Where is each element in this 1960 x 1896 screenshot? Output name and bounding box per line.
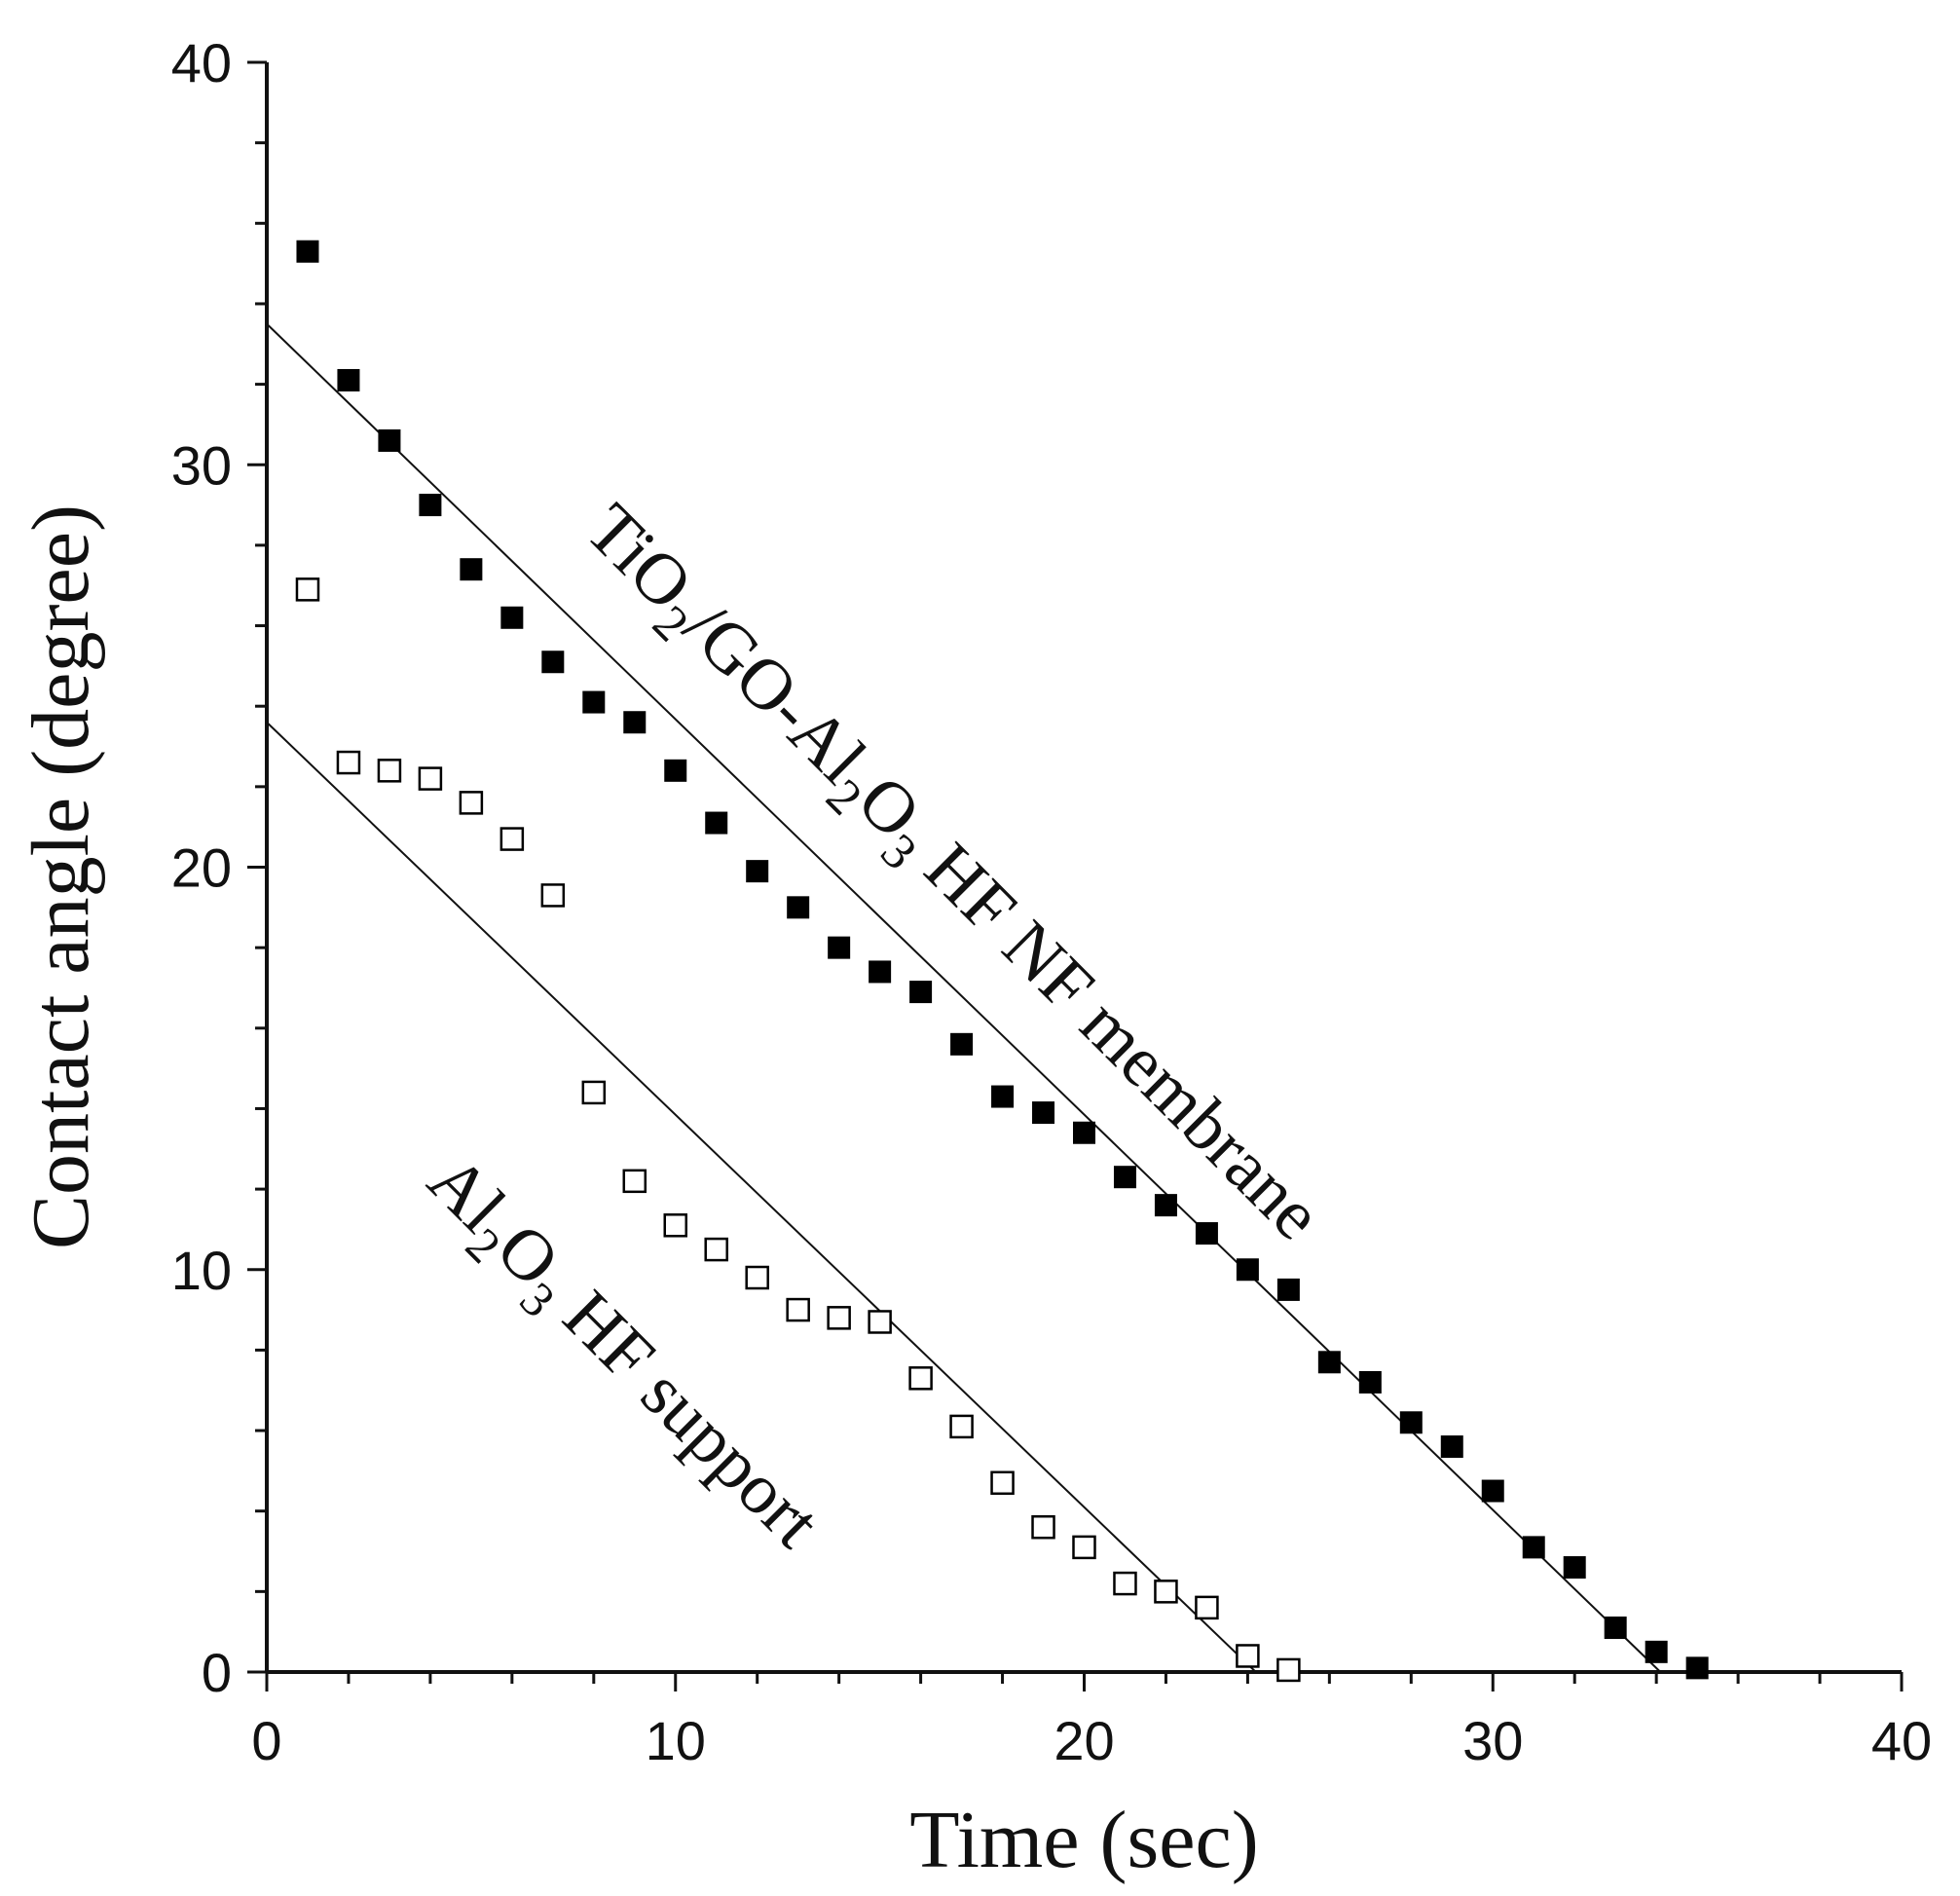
- data-point: [1358, 1370, 1382, 1394]
- data-point: [1522, 1536, 1545, 1559]
- fit-line: [266, 322, 1662, 1673]
- data-point: [337, 368, 360, 391]
- x-tick-label: 10: [646, 1710, 706, 1771]
- data-point: [827, 1306, 851, 1330]
- data-point: [1154, 1580, 1178, 1604]
- data-point: [1604, 1617, 1627, 1640]
- data-point: [787, 896, 810, 919]
- data-point: [908, 1366, 933, 1391]
- data-point: [1031, 1514, 1055, 1540]
- y-tick-label: 10: [171, 1240, 232, 1301]
- data-point: [664, 759, 687, 782]
- data-point: [581, 1080, 607, 1105]
- data-point: [582, 690, 606, 714]
- y-tick-label: 0: [202, 1642, 232, 1703]
- data-point: [1563, 1556, 1586, 1580]
- data-point: [869, 960, 892, 984]
- data-point: [1481, 1479, 1504, 1503]
- data-point: [663, 1213, 687, 1238]
- data-point: [296, 240, 319, 263]
- y-tick-label: 20: [171, 837, 232, 899]
- data-point: [909, 981, 933, 1004]
- data-point: [1195, 1595, 1219, 1620]
- data-point: [746, 860, 769, 883]
- data-point: [1276, 1278, 1300, 1301]
- x-tick-label: 20: [1054, 1710, 1114, 1771]
- x-tick-label: 30: [1462, 1710, 1523, 1771]
- x-tick-label: 0: [251, 1710, 281, 1771]
- y-tick-label: 30: [171, 434, 232, 496]
- y-axis-title: Contact angle (degree): [16, 504, 106, 1249]
- data-markers: [295, 240, 1709, 1683]
- data-point: [828, 936, 851, 959]
- x-tick-label: 40: [1871, 1710, 1932, 1771]
- data-point: [1236, 1644, 1260, 1668]
- data-point: [540, 883, 566, 908]
- axis-ticks: 0 10 20 30 40 0 10 20 30 40: [171, 32, 1932, 1771]
- x-axis-title: Time (sec): [909, 1795, 1259, 1885]
- data-point: [868, 1310, 892, 1334]
- data-point: [1276, 1657, 1301, 1683]
- y-tick-label: 40: [171, 32, 232, 93]
- data-point: [704, 1237, 728, 1262]
- data-point: [1317, 1351, 1341, 1374]
- data-point: [336, 750, 361, 775]
- data-point: [990, 1470, 1015, 1496]
- data-point: [295, 577, 320, 602]
- data-point: [1685, 1656, 1709, 1680]
- data-point: [460, 558, 483, 581]
- fit-lines: [266, 322, 1662, 1673]
- data-point: [705, 811, 728, 835]
- data-point: [991, 1085, 1015, 1108]
- data-point: [500, 606, 524, 629]
- data-point: [499, 827, 525, 851]
- data-point: [1073, 1121, 1095, 1144]
- data-point: [377, 759, 402, 783]
- data-point: [1072, 1535, 1096, 1560]
- data-point: [1154, 1194, 1177, 1217]
- plot-area: 0 10 20 30 40 0 10 20 30 40 TiO2/GO-Al2O3 HF NF m…: [171, 32, 1932, 1771]
- data-point: [949, 1414, 974, 1439]
- data-point: [418, 766, 443, 791]
- data-point: [1032, 1101, 1055, 1125]
- data-point: [459, 791, 484, 815]
- data-point: [623, 711, 647, 734]
- data-point: [786, 1297, 810, 1322]
- data-point: [419, 494, 442, 517]
- series-annotation: TiO2/GO-Al2O3 HF NF membrane: [562, 489, 1337, 1264]
- data-point: [1645, 1640, 1668, 1663]
- data-point: [1399, 1411, 1423, 1434]
- data-point: [745, 1265, 769, 1290]
- data-point: [1113, 1166, 1136, 1189]
- data-point: [1195, 1222, 1218, 1245]
- fit-line: [266, 722, 1257, 1673]
- data-point: [378, 428, 401, 452]
- data-point: [1440, 1435, 1463, 1459]
- data-point: [622, 1169, 647, 1194]
- data-point: [1113, 1571, 1137, 1596]
- data-point: [950, 1032, 974, 1056]
- data-point: [1236, 1258, 1259, 1282]
- data-point: [541, 651, 565, 674]
